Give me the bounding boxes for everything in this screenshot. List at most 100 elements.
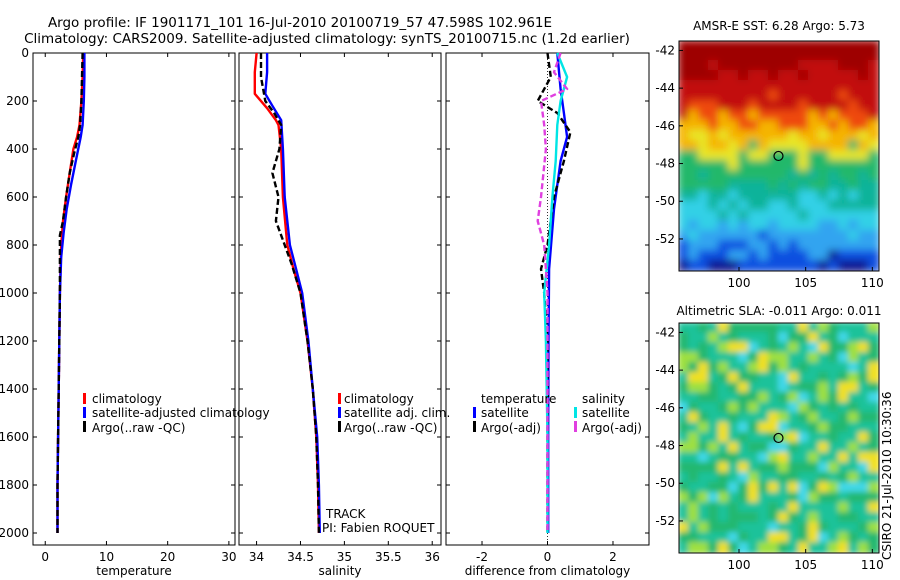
legend-swatch-satellite	[338, 407, 341, 418]
heatmap-cell	[738, 80, 750, 92]
heatmap-cell	[838, 190, 850, 202]
heatmap-cell	[808, 150, 820, 162]
heatmap-cell	[708, 422, 720, 434]
heatmap-cell	[728, 230, 740, 242]
heatmap-cell	[718, 120, 730, 132]
heatmap-cell	[738, 150, 750, 162]
heatmap-cell	[868, 230, 879, 242]
x-tick-label: -2	[476, 550, 488, 564]
heatmap-cell	[738, 532, 750, 544]
heatmap-cell	[838, 332, 850, 344]
heatmap-cell	[748, 352, 760, 364]
y-tick-label: -50	[655, 194, 675, 208]
heatmap-cell	[808, 140, 820, 152]
heatmap-cell	[708, 522, 720, 534]
temperature-panel: 0 10 20 30 0 200 400 600 800 1000 1200 1400 1600 1800…	[0, 46, 237, 578]
heatmap-cell	[768, 110, 780, 122]
heatmap-cell	[688, 342, 700, 354]
heatmap-cell	[728, 482, 740, 494]
heatmap-cell	[728, 402, 740, 414]
heatmap-cell	[758, 180, 770, 192]
heatmap-cell	[718, 210, 730, 222]
heatmap-cell	[688, 452, 700, 464]
heatmap-cell	[808, 402, 820, 414]
heatmap-field	[679, 41, 879, 271]
heatmap-cell	[848, 432, 860, 444]
heatmap-cell	[758, 502, 770, 514]
heatmap-cell	[798, 80, 810, 92]
heatmap-cell	[748, 392, 760, 404]
heatmap-cell	[788, 90, 800, 102]
heatmap-cell	[738, 412, 750, 424]
heatmap-cell	[798, 150, 810, 162]
pi-annotation: PI: Fabien ROQUET	[322, 521, 435, 535]
heatmap-cell	[778, 542, 790, 553]
heatmap-cell	[808, 392, 820, 404]
heatmap-cell	[868, 542, 879, 553]
heatmap-cell	[758, 220, 770, 232]
heatmap-cell	[778, 60, 790, 72]
heatmap-cell	[848, 392, 860, 404]
heatmap-cell	[768, 90, 780, 102]
heatmap-cell	[718, 532, 730, 544]
heatmap-cell	[858, 170, 870, 182]
heatmap-cell	[758, 372, 770, 384]
heatmap-cell	[838, 482, 850, 494]
legend-label: satellite	[582, 406, 630, 420]
heatmap-cell	[818, 512, 830, 524]
heatmap-cell	[679, 492, 690, 504]
heatmap-cell	[748, 180, 760, 192]
heatmap-cell	[848, 60, 860, 72]
heatmap-cell	[808, 240, 820, 252]
heatmap-cell	[818, 110, 830, 122]
heatmap-cell	[808, 382, 820, 394]
heatmap-cell	[708, 412, 720, 424]
heatmap-cell	[688, 260, 700, 271]
heatmap-cell	[758, 160, 770, 172]
heatmap-cell	[758, 100, 770, 112]
heatmap-field	[679, 323, 879, 553]
sla-map-title: Altimetric SLA: -0.011 Argo: 0.011	[676, 304, 881, 318]
heatmap-cell	[708, 70, 720, 82]
x-tick-label: 35.5	[375, 550, 402, 564]
heatmap-cell	[788, 382, 800, 394]
heatmap-cell	[698, 522, 710, 534]
heatmap-cell	[828, 120, 840, 132]
heatmap-cell	[858, 90, 870, 102]
heatmap-cell	[679, 362, 690, 374]
heatmap-cell	[828, 60, 840, 72]
heatmap-cell	[708, 472, 720, 484]
heatmap-cell	[858, 362, 870, 374]
heatmap-cell	[788, 482, 800, 494]
heatmap-cell	[718, 130, 730, 142]
series-line-argo-raw-qc-	[56, 52, 84, 533]
salinity-panel: 34 34.5 35 35.5 36 salinity	[238, 52, 442, 578]
heatmap-cell	[868, 220, 879, 232]
heatmap-cell	[808, 432, 820, 444]
heatmap-cell	[868, 502, 879, 514]
heatmap-cell	[698, 462, 710, 474]
heatmap-cell	[798, 100, 810, 112]
heatmap-cell	[728, 382, 740, 394]
argo-float-marker	[773, 150, 784, 162]
heatmap-cell	[848, 70, 860, 82]
heatmap-cell	[718, 230, 730, 242]
heatmap-cell	[679, 41, 690, 52]
heatmap-cell	[728, 472, 740, 484]
heatmap-cell	[858, 60, 870, 72]
heatmap-cell	[788, 542, 800, 553]
heatmap-cell	[838, 382, 850, 394]
heatmap-cell	[798, 422, 810, 434]
y-tick-label: -50	[655, 476, 675, 490]
y-tick-label: -48	[655, 439, 675, 453]
heatmap-cell	[738, 432, 750, 444]
heatmap-cell	[828, 412, 840, 424]
heatmap-cell	[698, 392, 710, 404]
heatmap-cell	[828, 130, 840, 142]
heatmap-cell	[838, 90, 850, 102]
heatmap-cell	[798, 522, 810, 534]
heatmap-cell	[788, 160, 800, 172]
heatmap-cell	[738, 442, 750, 454]
heatmap-cell	[858, 250, 870, 262]
y-tick-label: 1400	[0, 382, 29, 396]
